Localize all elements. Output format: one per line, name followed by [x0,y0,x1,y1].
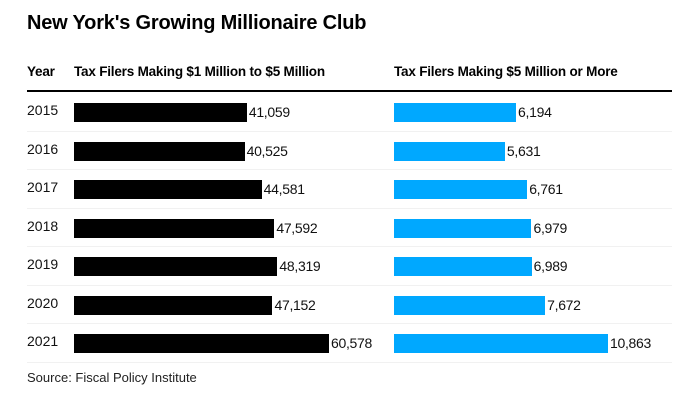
year-label: 2015 [27,102,59,119]
bar-series-1 [74,180,262,200]
source-note: Source: Fiscal Policy Institute [27,370,197,385]
value-label-series-1: 48,319 [279,258,321,275]
row-divider [27,284,672,286]
value-label-series-2: 10,863 [610,335,652,352]
value-label-series-2: 6,761 [529,181,563,198]
value-label-series-1: 40,525 [246,142,288,159]
value-label-series-2: 5,631 [506,142,541,159]
bar-series-1 [74,295,273,315]
bar-series-2 [394,257,532,277]
year-label: 2016 [27,140,59,157]
year-column-header: Year [27,64,55,79]
value-label-series-1: 44,581 [263,181,305,198]
bar-series-1 [74,141,245,161]
header-rule [27,90,672,92]
bar-series-2 [394,218,532,238]
bar-series-1 [74,334,329,354]
series-1-column-header: Tax Filers Making $1 Million to $5 Milli… [74,64,325,79]
series-2-column-header: Tax Filers Making $5 Million or More [394,64,618,79]
value-label-series-2: 6,989 [533,258,568,275]
value-label-series-1: 47,152 [274,296,316,313]
bar-series-2 [394,180,528,200]
year-label: 2020 [27,294,59,311]
bar-series-2 [394,334,608,354]
bar-series-1 [74,218,275,238]
value-label-series-2: 6,194 [518,104,552,121]
value-label-series-2: 6,979 [533,219,568,236]
row-divider [27,169,672,170]
chart-title: New York's Growing Millionaire Club [27,12,367,34]
row-divider [27,246,672,247]
row-divider [27,207,672,209]
year-label: 2019 [27,256,59,273]
bar-series-2 [394,295,546,315]
year-label: 2017 [27,179,59,196]
value-label-series-1: 60,578 [331,335,373,352]
bar-series-2 [394,141,505,161]
row-divider [27,323,672,324]
value-label-series-1: 41,059 [248,104,290,121]
year-label: 2018 [27,217,59,234]
bar-series-1 [74,103,247,123]
bar-series-1 [74,257,278,277]
value-label-series-1: 47,592 [276,219,318,236]
year-label: 2021 [27,333,59,350]
row-divider [27,361,672,363]
row-divider [27,130,672,132]
bar-series-2 [394,103,517,123]
value-label-series-2: 7,672 [547,296,581,313]
